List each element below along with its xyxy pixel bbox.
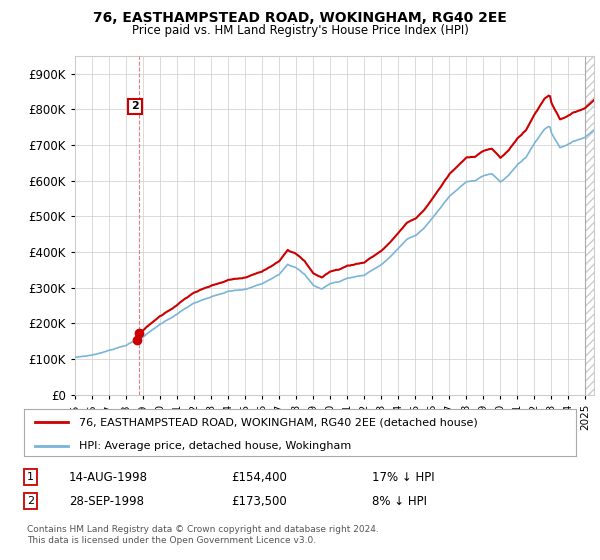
Text: 17% ↓ HPI: 17% ↓ HPI [372, 470, 434, 484]
Text: HPI: Average price, detached house, Wokingham: HPI: Average price, detached house, Woki… [79, 441, 352, 451]
Text: Contains HM Land Registry data © Crown copyright and database right 2024.
This d: Contains HM Land Registry data © Crown c… [27, 525, 379, 545]
Text: 1: 1 [27, 472, 34, 482]
Text: Price paid vs. HM Land Registry's House Price Index (HPI): Price paid vs. HM Land Registry's House … [131, 24, 469, 37]
Bar [586, 56, 594, 395]
Text: 8% ↓ HPI: 8% ↓ HPI [372, 494, 427, 508]
Text: 28-SEP-1998: 28-SEP-1998 [69, 494, 144, 508]
Text: 2: 2 [131, 101, 139, 111]
Text: 2: 2 [27, 496, 34, 506]
Text: 76, EASTHAMPSTEAD ROAD, WOKINGHAM, RG40 2EE (detached house): 76, EASTHAMPSTEAD ROAD, WOKINGHAM, RG40 … [79, 417, 478, 427]
Text: 14-AUG-1998: 14-AUG-1998 [69, 470, 148, 484]
Text: 76, EASTHAMPSTEAD ROAD, WOKINGHAM, RG40 2EE: 76, EASTHAMPSTEAD ROAD, WOKINGHAM, RG40 … [93, 11, 507, 25]
Text: £154,400: £154,400 [231, 470, 287, 484]
Text: £173,500: £173,500 [231, 494, 287, 508]
